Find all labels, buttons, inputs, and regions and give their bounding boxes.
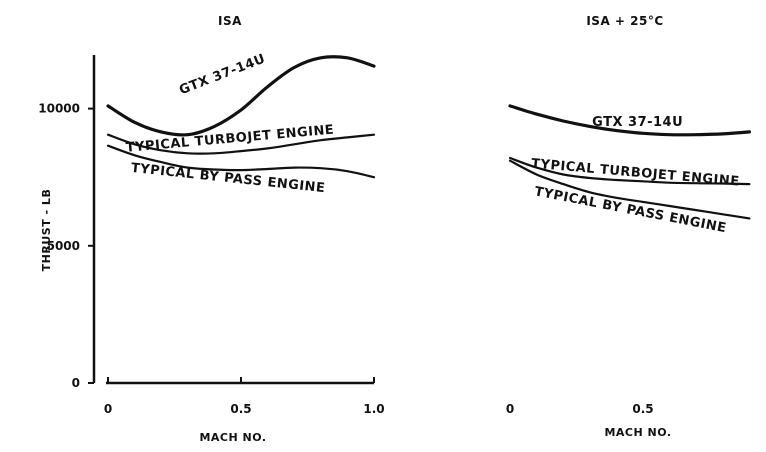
chart-title: ISA + 25°C [586, 14, 663, 28]
series-line-gtx-37-14u [106, 55, 376, 137]
chart-title: ISA [218, 14, 242, 28]
x-tick-label: 1.0 [363, 402, 384, 416]
x-axis-title: MACH NO. [604, 426, 671, 439]
series-line-gtx-37-14u [508, 104, 751, 137]
x-tick-label: 0.5 [230, 402, 251, 416]
x-axis-title: MACH NO. [199, 431, 266, 444]
series-label: TYPICAL TURBOJET ENGINE [125, 123, 335, 156]
series-line-bypass [508, 159, 751, 220]
y-axis-title: THRUST - LB [40, 189, 53, 272]
y-tick-label: 0 [72, 376, 80, 390]
y-tick-label: 10000 [38, 102, 80, 116]
series-line-turbojet [106, 133, 376, 155]
x-tick-label: 0 [506, 402, 514, 416]
series-label: GTX 37-14U [592, 115, 683, 130]
series-line-turbojet [508, 156, 751, 186]
series-line-bypass [106, 144, 376, 179]
x-tick-label: 0 [104, 402, 112, 416]
x-tick-label: 0.5 [632, 402, 653, 416]
y-tick-label: 5000 [47, 239, 80, 253]
series-label: TYPICAL BY PASS ENGINE [130, 161, 326, 196]
series-label: GTX 37-14U [177, 52, 267, 99]
